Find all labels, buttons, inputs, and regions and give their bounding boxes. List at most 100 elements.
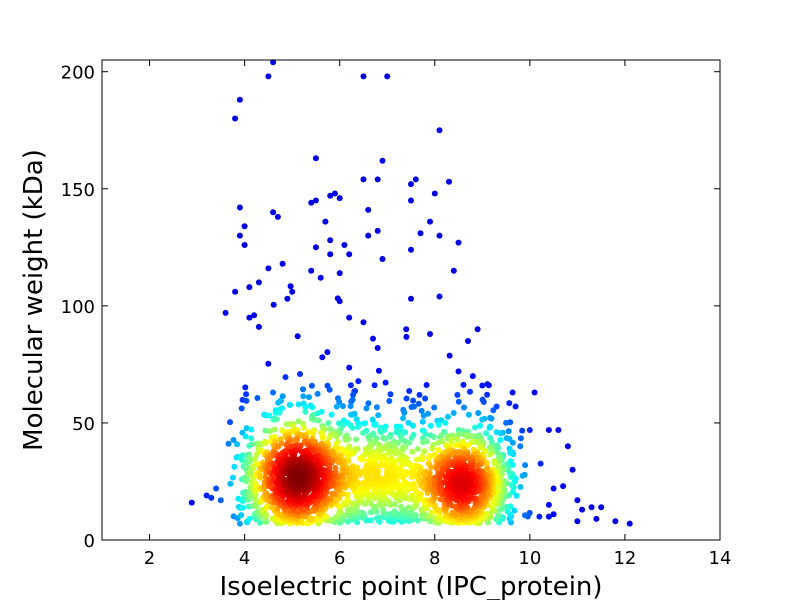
scatter-point [275, 443, 282, 450]
scatter-point [346, 251, 353, 258]
y-tick-label: 0 [84, 531, 95, 552]
scatter-point [344, 507, 351, 514]
scatter-point [454, 391, 461, 398]
scatter-point [253, 503, 260, 509]
scatter-point [255, 279, 262, 286]
scatter-point [426, 470, 433, 476]
scatter-point [252, 456, 258, 462]
scatter-point [360, 73, 367, 80]
scatter-point [488, 438, 495, 445]
scatter-point [243, 397, 250, 404]
scatter-point [336, 298, 343, 305]
scatter-point [484, 391, 491, 398]
x-tick-label: 4 [239, 548, 250, 569]
scatter-point [379, 256, 386, 262]
scatter-point [509, 439, 516, 446]
scatter-point [419, 418, 426, 425]
scatter-point [275, 399, 282, 406]
scatter-point [327, 192, 334, 199]
scatter-point [408, 404, 415, 410]
points-layer [188, 59, 633, 527]
scatter-point [420, 412, 427, 419]
scatter-point [331, 190, 338, 197]
scatter-point [477, 422, 483, 429]
scatter-point [455, 368, 462, 375]
plot-frame [101, 59, 721, 541]
scatter-point [445, 462, 452, 469]
scatter-point [507, 449, 514, 456]
scatter-point [376, 514, 383, 521]
scatter-point [270, 301, 277, 308]
scatter-point [311, 416, 318, 423]
scatter-point [319, 354, 326, 361]
scatter-point [519, 427, 526, 434]
scatter-point [435, 421, 442, 428]
scatter-point [239, 504, 246, 511]
scatter-point [473, 433, 480, 440]
scatter-point [486, 424, 493, 431]
scatter-point [432, 502, 439, 509]
scatter-point [270, 209, 277, 216]
scatter-point [626, 520, 633, 527]
x-tick-label: 12 [613, 548, 636, 569]
scatter-point [327, 425, 334, 432]
scatter-point [574, 497, 581, 504]
scatter-point [322, 218, 329, 225]
scatter-point [522, 512, 528, 519]
scatter-point [329, 490, 336, 497]
scatter-point [511, 507, 518, 514]
scatter-point [300, 393, 307, 400]
scatter-point [273, 416, 280, 423]
scatter-point [492, 495, 499, 502]
scatter-point [287, 283, 294, 290]
x-tick-label: 14 [709, 548, 732, 569]
scatter-point [241, 223, 248, 230]
scatter-point [435, 447, 442, 453]
scatter-point [560, 483, 567, 490]
scatter-point [378, 429, 384, 436]
scatter-point [336, 195, 343, 202]
scatter-point [439, 496, 445, 503]
scatter-point [503, 435, 510, 442]
scatter-point [491, 460, 498, 467]
scatter-point [405, 419, 412, 426]
scatter-point [545, 427, 552, 433]
scatter-point [403, 333, 410, 340]
scatter-point [248, 435, 255, 442]
scatter-point [569, 466, 576, 473]
scatter-point [469, 373, 476, 380]
scatter-point [479, 382, 486, 389]
scatter-point [461, 404, 467, 411]
scatter-point [465, 338, 471, 344]
scatter-point [384, 73, 391, 80]
scatter-point [350, 391, 357, 398]
scatter-point [378, 457, 385, 463]
scatter-point [545, 513, 552, 520]
scatter-point [345, 458, 352, 465]
scatter-point [208, 494, 215, 501]
scatter-point [342, 437, 349, 443]
scatter-point [598, 504, 605, 511]
scatter-point [484, 510, 490, 517]
scatter-point [483, 430, 489, 437]
scatter-point [271, 426, 278, 433]
scatter-point [333, 514, 340, 520]
scatter-point [290, 423, 297, 430]
scatter-point [436, 127, 443, 134]
scatter-point [446, 178, 452, 185]
scatter-point [297, 371, 303, 377]
scatter-point [526, 427, 533, 433]
scatter-point [328, 411, 335, 418]
scatter-point [358, 485, 365, 492]
scatter-point [236, 96, 243, 103]
scatter-point [386, 433, 393, 440]
scatter-point [317, 274, 324, 281]
scatter-point [365, 232, 372, 239]
scatter-point [265, 360, 272, 367]
scatter-point [319, 434, 326, 441]
scatter-point [336, 270, 343, 277]
scatter-point [374, 345, 381, 351]
scatter-point [455, 239, 462, 246]
scatter-point [257, 474, 264, 481]
